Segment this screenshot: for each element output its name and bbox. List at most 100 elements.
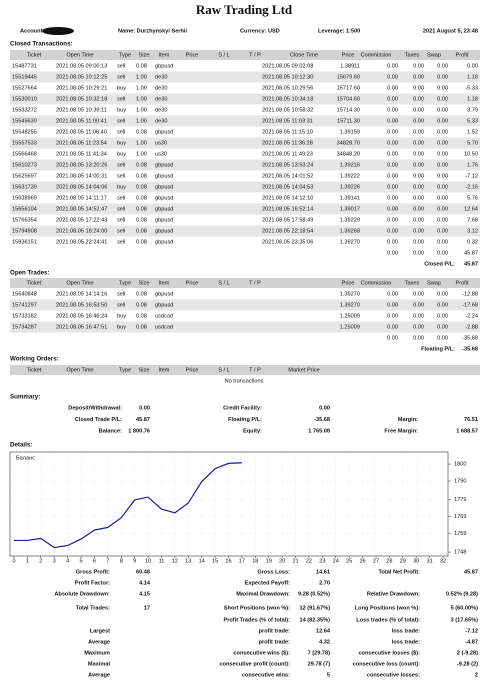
- table-cell: 0.00: [413, 162, 424, 168]
- table-cell: buy: [117, 184, 126, 190]
- table-cell: 15741297: [12, 302, 37, 308]
- table-header: [10, 278, 480, 288]
- report-date: 2021 August 5, 23:48: [423, 28, 478, 34]
- row-band: [10, 203, 480, 215]
- field-label: Margin:: [398, 417, 418, 423]
- table-cell: 15766354: [12, 217, 37, 223]
- row-band: [10, 225, 480, 237]
- y-tick-label: 1790: [454, 478, 466, 484]
- x-tick-label: 8: [120, 558, 123, 564]
- table-cell: 1.39270: [340, 239, 360, 245]
- table-cell: 0.08: [136, 217, 147, 223]
- table-cell: gbpusd: [155, 228, 173, 234]
- table-cell: 0.00: [413, 291, 424, 297]
- table-cell: 2021.08.05 14:04:06: [56, 184, 107, 190]
- table-cell: sell: [117, 195, 125, 201]
- column-header: Market Price: [288, 367, 319, 373]
- table-cell: 0.00: [437, 184, 448, 190]
- column-header: S / L: [218, 52, 230, 58]
- table-cell: 15640848: [12, 291, 37, 297]
- table-cell: sell: [117, 74, 125, 80]
- field-value: 5: [327, 672, 330, 678]
- field-value: 0.00: [319, 405, 330, 411]
- table-cell: 5.33: [467, 118, 478, 124]
- column-header: Size: [139, 280, 150, 286]
- table-cell: 2021.08.05 13:53:24: [262, 162, 313, 168]
- x-tick-label: 29: [400, 558, 406, 564]
- table-cell: 2021.08.05 10:12:30: [262, 74, 313, 80]
- x-tick-label: 6: [93, 558, 96, 564]
- table-cell: 2021.08.05 13:20:26: [56, 162, 107, 168]
- table-cell: 0.00: [387, 217, 398, 223]
- chart-frame: [9, 451, 449, 557]
- field-label: Average: [88, 672, 110, 678]
- field-label: Relative Drawdown:: [367, 591, 420, 597]
- table-cell: 0.00: [387, 313, 398, 319]
- table-cell: 0.00: [413, 173, 424, 179]
- field-value: 3 (17.65%): [451, 617, 478, 623]
- table-cell: sell: [117, 206, 125, 212]
- table-cell: de30: [155, 74, 167, 80]
- table-cell: 34848.20: [337, 151, 360, 157]
- table-cell: 1.00: [136, 85, 147, 91]
- field-label: profit trade:: [259, 639, 291, 645]
- field-value: 45.87: [136, 417, 150, 423]
- table-cell: gbpusd: [155, 184, 173, 190]
- table-cell: 15530010: [12, 96, 37, 102]
- table-cell: 0.00: [437, 162, 448, 168]
- column-header: Price: [342, 52, 355, 58]
- table-cell: 0.00: [387, 129, 398, 135]
- total-cell: -35.68: [462, 335, 478, 341]
- table-cell: 0.00: [387, 184, 398, 190]
- table-cell: 15733182: [12, 313, 37, 319]
- field-value: 9.28 (0.52%): [298, 591, 330, 597]
- table-cell: usdcad: [155, 313, 173, 319]
- field-value: 45.87: [464, 569, 478, 575]
- redaction: [42, 27, 74, 35]
- x-tick-label: 15: [212, 558, 218, 564]
- x-tick-label: 30: [413, 558, 419, 564]
- table-cell: 2021.08.05 11:41:34: [56, 151, 107, 157]
- x-tick-label: 1: [26, 558, 29, 564]
- table-cell: -2.24: [465, 313, 478, 319]
- table-cell: 15545630: [12, 118, 37, 124]
- table-cell: 1.39229: [340, 217, 360, 223]
- table-cell: 15836151: [12, 239, 37, 245]
- x-tick-label: 26: [359, 558, 365, 564]
- column-header: S / L: [218, 367, 230, 373]
- column-header: Swap: [427, 280, 441, 286]
- table-cell: 2021.08.05 14:14:16: [56, 291, 107, 297]
- field-label: Balance:: [99, 428, 122, 434]
- table-note: No transactions: [225, 378, 264, 384]
- table-cell: 0.00: [413, 63, 424, 69]
- x-tick-label: 3: [53, 558, 56, 564]
- table-cell: 1.00: [136, 96, 147, 102]
- table-cell: de30: [155, 85, 167, 91]
- table-cell: buy: [117, 313, 126, 319]
- row-band: [10, 321, 480, 333]
- table-cell: 0.00: [413, 140, 424, 146]
- table-cell: sell: [117, 239, 125, 245]
- table-cell: 2021.08.05 10:32:18: [56, 96, 107, 102]
- total-cell: 0.00: [437, 250, 448, 256]
- y-tick-label: 1769: [454, 514, 466, 520]
- row-band: [10, 115, 480, 127]
- table-cell: 0.08: [136, 291, 147, 297]
- table-cell: 1.39216: [340, 162, 360, 168]
- table-cell: 0.32: [467, 239, 478, 245]
- field-label: Largest: [90, 628, 110, 634]
- table-cell: 0.08: [136, 206, 147, 212]
- table-cell: 0.00: [437, 291, 448, 297]
- field-value: 4.15: [139, 591, 150, 597]
- x-tick-label: 7: [106, 558, 109, 564]
- field-value: 12.64: [316, 628, 331, 634]
- table-cell: 0.00: [387, 173, 398, 179]
- total-cell: 0.00: [387, 250, 398, 256]
- table-cell: 15794908: [12, 228, 37, 234]
- field-value: 12 (91.67%): [300, 605, 331, 611]
- table-cell: 0.00: [437, 173, 448, 179]
- column-header: Size: [139, 367, 150, 373]
- table-cell: 1.25009: [340, 324, 360, 330]
- table-cell: 1.18: [467, 74, 478, 80]
- table-cell: 2021.08.05 22:24:41: [56, 239, 107, 245]
